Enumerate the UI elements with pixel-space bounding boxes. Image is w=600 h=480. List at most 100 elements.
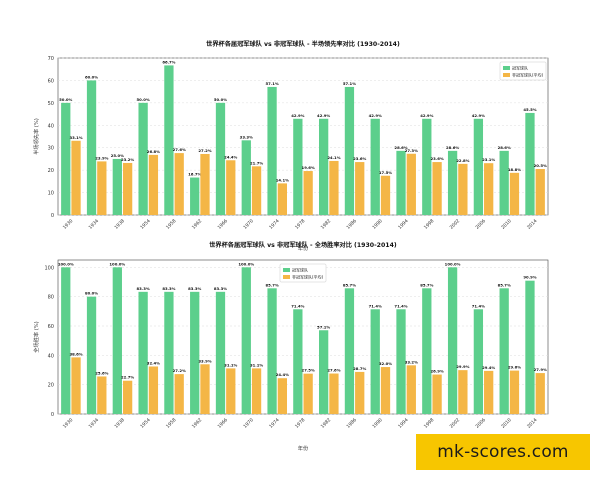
chart-1-legend <box>499 61 547 81</box>
chart-2-data-label: 85.7% <box>343 282 356 287</box>
chart-1-data-label: 23.2% <box>121 157 134 162</box>
chart-2-bar-non-champion <box>200 364 210 414</box>
chart-2-ytick-label: 20 <box>48 383 54 389</box>
chart-2-data-label: 33.2% <box>405 359 418 364</box>
chart-2-bar-non-champion <box>380 367 391 414</box>
chart-2-bar-non-champion <box>122 380 133 414</box>
chart-2-bar-non-champion <box>509 370 520 414</box>
chart-1-bar-non-champion <box>355 162 365 215</box>
chart-1-bar-champion <box>499 150 509 215</box>
chart-1-bar-non-champion <box>432 162 442 215</box>
chart-1-data-label: 24.4% <box>224 154 237 159</box>
chart-1-data-label: 50.0% <box>59 97 72 102</box>
chart-2-bar-non-champion <box>251 368 262 414</box>
chart-2-data-label: 26.9% <box>430 369 443 374</box>
chart-2-xtick-label: 1990 <box>371 417 384 430</box>
chart-2-data-label: 29.6% <box>508 365 521 370</box>
chart-2-bar-champion <box>499 288 509 414</box>
chart-2-data-label: 29.9% <box>456 364 469 369</box>
chart-1-bar-champion <box>138 102 148 215</box>
chart-1-data-label: 18.8% <box>508 167 521 172</box>
chart-2-data-label: 71.4% <box>394 303 407 308</box>
chart-2-xtick-label: 1934 <box>88 417 101 430</box>
chart-1-xtick-label: 1930 <box>62 218 75 231</box>
chart-1-bar-champion <box>190 177 200 215</box>
chart-1-xtick-label: 1998 <box>423 218 436 231</box>
chart-2-xtick-label: 1930 <box>62 417 75 430</box>
chart-1-data-label: 28.6% <box>446 145 459 150</box>
chart-1-bar-non-champion <box>329 160 339 215</box>
chart-1-data-label: 27.2% <box>198 148 211 153</box>
chart-1-bar-champion <box>447 150 458 215</box>
chart-1-data-label: 20.5% <box>534 163 547 168</box>
chart-2-bar-non-champion <box>97 376 107 414</box>
chart-1-bar-champion <box>473 118 484 215</box>
chart-2-xtick-label: 1962 <box>191 417 204 430</box>
chart-2-data-label: 29.4% <box>482 365 495 370</box>
chart-2-data-label: 27.2% <box>173 368 186 373</box>
chart-1-data-label: 16.7% <box>188 172 201 177</box>
chart-2-data-label: 27.9% <box>534 367 547 372</box>
chart-2-bar-champion <box>164 291 174 414</box>
chart-2-bar-non-champion <box>148 366 159 414</box>
chart-1-data-label: 27.6% <box>173 147 186 152</box>
chart-2-bar-champion <box>422 288 432 414</box>
chart-2-ytick-label: 80 <box>48 295 54 301</box>
chart-1-data-label: 28.6% <box>498 145 511 150</box>
chart-2-bar-non-champion <box>432 374 442 414</box>
chart-2-bar-champion <box>525 280 535 414</box>
chart-2-xtick-label: 1998 <box>423 417 436 430</box>
chart-2-data-label: 71.4% <box>369 303 382 308</box>
chart-1-xtick-label: 2006 <box>474 218 487 231</box>
chart-1-bar-non-champion <box>303 171 313 215</box>
chart-1-data-label: 23.1% <box>482 157 495 162</box>
chart-1-data-label: 42.9% <box>369 113 382 118</box>
watermark-badge: mk-scores.com <box>416 434 590 470</box>
chart-2-data-label: 31.1% <box>224 362 237 367</box>
chart-1-xtick-label: 1954 <box>139 218 152 231</box>
chart-1-bar-non-champion <box>535 169 545 215</box>
chart-1-xtick-label: 1938 <box>113 218 126 231</box>
chart-2-legend <box>279 263 327 283</box>
chart-1-legend-swatch <box>503 73 510 77</box>
chart-1-data-label: 19.6% <box>302 165 315 170</box>
chart-2-bar-non-champion <box>329 373 339 414</box>
chart-2-bar-champion <box>344 288 355 414</box>
chart-2-bar-champion <box>293 309 303 414</box>
chart-2-bar-champion <box>396 309 406 414</box>
chart-2-data-label: 57.1% <box>317 324 330 329</box>
chart-2-xtick-label: 2010 <box>500 417 513 430</box>
chart-1-data-label: 14.1% <box>276 177 289 182</box>
chart-2-bar-champion <box>86 296 97 414</box>
chart-1-data-label: 26.8% <box>147 149 160 154</box>
chart-1-data-label: 57.1% <box>343 81 356 86</box>
chart-2-data-label: 80.0% <box>85 291 98 296</box>
watermark-text: mk-scores.com <box>437 442 569 462</box>
chart-1-ytick-label: 20 <box>48 168 54 174</box>
chart-1-bar-non-champion <box>71 140 81 215</box>
chart-1-bar-champion <box>164 65 174 215</box>
chart-1-data-label: 42.9% <box>472 113 485 118</box>
chart-2-bar-non-champion <box>535 373 545 414</box>
chart-1-xtick-label: 1974 <box>268 218 281 231</box>
chart-1-data-label: 25.0% <box>111 153 124 158</box>
chart-2-bar-non-champion <box>484 370 494 414</box>
chart-2-xlabel: 年份 <box>298 444 309 452</box>
chart-1-xtick-label: 1966 <box>217 218 230 231</box>
chart-1-ytick-label: 60 <box>48 78 54 84</box>
chart-1-ytick-label: 0 <box>51 213 54 219</box>
chart-1-bar-champion <box>370 118 380 215</box>
chart-1-bar-non-champion <box>148 154 159 215</box>
chart-1-bar-non-champion <box>251 166 262 215</box>
chart-1-legend-swatch <box>503 66 510 70</box>
chart-1-data-label: 23.9% <box>95 155 108 160</box>
chart-1-data-label: 22.8% <box>456 158 469 163</box>
chart-2-title: 世界杯各届冠军球队 vs 非冠军球队 - 全场胜率对比 (1930-2014) <box>209 241 397 249</box>
chart-1-ytick-label: 50 <box>48 101 54 107</box>
chart-2-data-label: 24.4% <box>276 372 289 377</box>
chart-2-data-label: 85.7% <box>420 282 433 287</box>
chart-2-data-label: 28.7% <box>353 366 366 371</box>
chart-2-ytick-label: 60 <box>48 324 54 330</box>
chart-1-xtick-label: 1958 <box>165 218 178 231</box>
